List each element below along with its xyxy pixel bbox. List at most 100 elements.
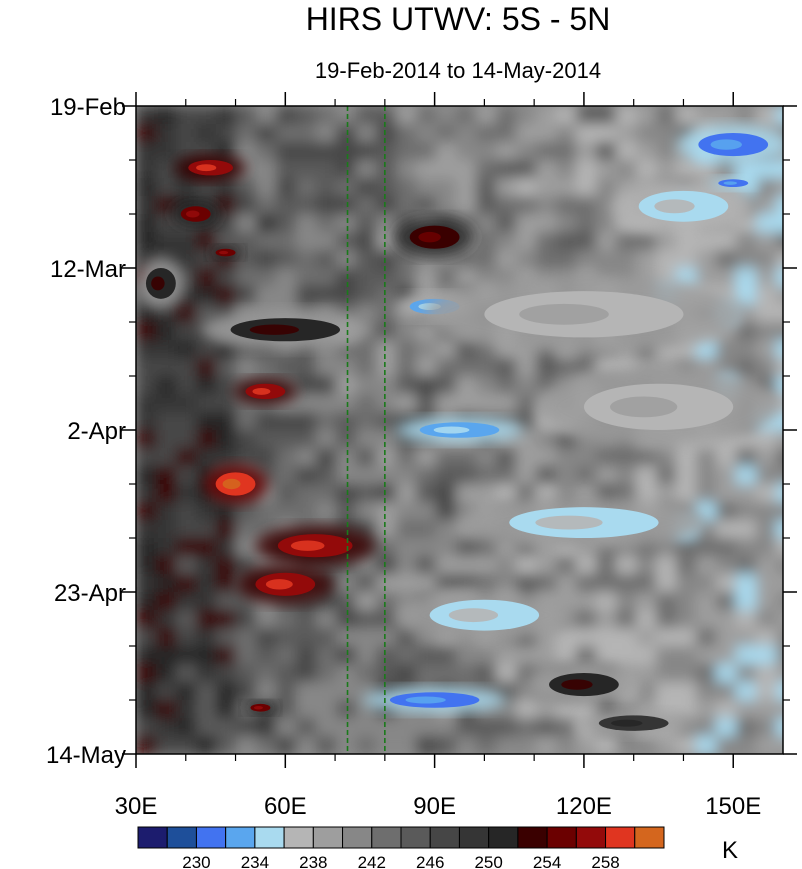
field-cell	[556, 646, 577, 665]
field-cell	[376, 592, 397, 611]
field-cell	[136, 682, 157, 701]
field-cell	[176, 610, 197, 629]
field-cell	[616, 592, 637, 611]
field-cell	[376, 178, 397, 197]
field-cell	[336, 160, 357, 179]
field-cell	[296, 250, 317, 269]
field-cell	[656, 592, 677, 611]
field-cell	[676, 610, 697, 629]
field-cell	[136, 376, 157, 395]
field-cell	[256, 250, 277, 269]
field-cell	[156, 376, 177, 395]
field-cell	[196, 394, 217, 413]
field-cell	[516, 430, 537, 449]
field-cell	[536, 214, 557, 233]
field-cell	[736, 592, 757, 611]
field-cell	[536, 106, 557, 125]
colorbar-swatch	[546, 826, 577, 849]
field-feature-core	[151, 276, 165, 291]
field-cell	[276, 286, 297, 305]
field-cell	[776, 412, 783, 431]
field-cell	[736, 646, 757, 665]
field-cell	[716, 520, 737, 539]
field-cell	[236, 448, 257, 467]
field-cell	[396, 628, 417, 647]
chart-title: HIRS UTWV: 5S - 5N	[306, 1, 611, 37]
field-cell	[596, 556, 617, 575]
field-cell	[756, 664, 777, 683]
field-cell	[396, 322, 417, 341]
y-tick-label: 2-Apr	[67, 418, 126, 445]
field-cell	[336, 358, 357, 377]
field-cell	[616, 448, 637, 467]
field-cell	[196, 106, 217, 125]
field-cell	[556, 556, 577, 575]
field-cell	[776, 250, 783, 269]
field-cell	[376, 340, 397, 359]
field-cell	[376, 412, 397, 431]
field-cell	[636, 736, 657, 754]
field-cell	[316, 124, 337, 143]
colorbar-swatch	[254, 826, 285, 849]
field-cell	[656, 232, 677, 251]
field-cell	[356, 556, 377, 575]
field-cell	[496, 124, 517, 143]
field-cell	[376, 268, 397, 287]
field-cell	[196, 340, 217, 359]
field-cell	[336, 268, 357, 287]
field-cell	[716, 484, 737, 503]
field-cell	[516, 556, 537, 575]
colorbar-swatch	[458, 826, 490, 849]
field-cell	[736, 574, 757, 593]
field-cell	[296, 646, 317, 665]
field-cell	[756, 250, 777, 269]
field-cell	[176, 646, 197, 665]
field-cell	[456, 646, 477, 665]
field-cell	[716, 646, 737, 665]
field-cell	[216, 538, 237, 557]
field-features	[136, 124, 783, 737]
field-cell	[336, 610, 357, 629]
field-cell	[456, 556, 477, 575]
field-cell	[556, 160, 577, 179]
field-cell	[176, 358, 197, 377]
field-cell	[756, 232, 777, 251]
field-cell	[416, 268, 437, 287]
field-cell	[576, 232, 597, 251]
field-cell	[316, 358, 337, 377]
field-cell	[696, 736, 717, 754]
field-cell	[336, 124, 357, 143]
field-cell	[776, 340, 783, 359]
field-cell	[756, 340, 777, 359]
field-cell	[336, 232, 357, 251]
field-feature-core	[249, 324, 299, 335]
field-cell	[196, 682, 217, 701]
field-cell	[556, 574, 577, 593]
field-cell	[176, 574, 197, 593]
field-feature-core	[253, 705, 263, 710]
field-cell	[756, 736, 777, 754]
field-cell	[636, 682, 657, 701]
field-cell	[756, 718, 777, 737]
field-cell	[696, 664, 717, 683]
field-cell	[416, 466, 437, 485]
field-cell	[536, 574, 557, 593]
field-cell	[476, 448, 497, 467]
field-cell	[536, 430, 557, 449]
field-cell	[576, 178, 597, 197]
field-cell	[636, 574, 657, 593]
field-cell	[336, 142, 357, 161]
field-cell	[676, 484, 697, 503]
field-cell	[736, 106, 757, 125]
field-cell	[256, 430, 277, 449]
field-cell	[156, 502, 177, 521]
field-cell	[216, 448, 237, 467]
field-cell	[296, 628, 317, 647]
field-cell	[676, 646, 697, 665]
field-cell	[756, 466, 777, 485]
colorbar-label: 246	[416, 853, 444, 869]
x-axis: 30E 60E 90E 120E 150E	[115, 92, 761, 820]
field-cell	[696, 592, 717, 611]
field-cell	[296, 268, 317, 287]
field-cell	[196, 538, 217, 557]
